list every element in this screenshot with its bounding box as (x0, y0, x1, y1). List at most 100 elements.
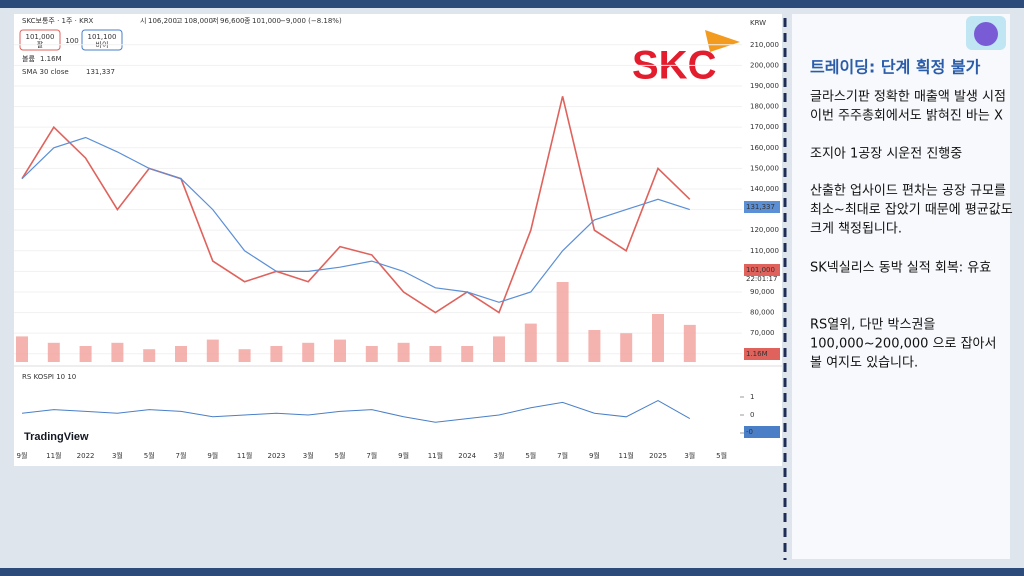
x-tick-label: 11월 (428, 451, 443, 460)
open-label: 시 (140, 17, 146, 25)
volume-bar (620, 333, 633, 362)
x-tick-label: 3월 (112, 451, 123, 460)
x-tick-label: 3월 (684, 451, 695, 460)
y-tick-label: 170,000 (750, 123, 779, 131)
sma-line (21, 136, 690, 303)
currency: KRW (750, 19, 766, 27)
volume-bar (238, 349, 251, 362)
x-tick-label: 7월 (176, 451, 187, 460)
note-line: RS열위, 다만 박스권을 (810, 318, 935, 333)
low: 96,600 (220, 17, 245, 25)
x-tick-label: 9월 (207, 451, 218, 460)
low-label: 저 (212, 16, 218, 25)
close: 101,000 (252, 17, 281, 25)
rs-tag: -0 (746, 428, 753, 436)
x-tick-label: 5월 (716, 451, 727, 460)
note-line: 글라스기판 정확한 매출액 발생 시점 (810, 90, 1006, 105)
top-border (0, 0, 1024, 8)
volume-bar (79, 346, 92, 362)
note-line: 볼 여지도 있습니다. (810, 356, 918, 371)
volume-bar (175, 346, 187, 362)
x-tick-label: 5월 (335, 451, 346, 460)
y-tick-label: 180,000 (750, 103, 779, 111)
x-tick-label: 3월 (303, 451, 314, 460)
volume-bar (461, 346, 474, 362)
volume-bar (334, 339, 346, 362)
volume-bar (429, 346, 442, 362)
chart: 210,000200,000190,000180,000170,000160,0… (14, 41, 780, 460)
y-tick-label: 90,000 (750, 288, 775, 296)
sma-value: 131,337 (86, 68, 115, 76)
volume-bar (111, 342, 124, 362)
volume-bar (270, 346, 283, 362)
volume-label: 볼륨 (22, 54, 35, 63)
buy-price: 101,100 (88, 33, 117, 41)
price-line (21, 96, 691, 314)
high-label: 고 (176, 17, 183, 25)
sma-label: SMA 30 close (22, 68, 69, 76)
spread: 100 (65, 37, 78, 45)
volume-bar (16, 336, 28, 362)
open: 106,200 (148, 17, 177, 25)
high: 108,000 (184, 17, 213, 25)
notes-panel (792, 14, 1010, 559)
x-tick-label: 2022 (77, 452, 95, 460)
symbol: SKC보통주 · 1주 · KRX (22, 17, 94, 25)
note-line: 산출한 업사이드 편차는 공장 규모를 (810, 184, 1006, 199)
sma-tag: 131,337 (746, 203, 775, 211)
x-tick-label: 5월 (525, 451, 536, 460)
y-tick-label: 120,000 (750, 226, 779, 234)
notes-title: 트레이딩: 단계 획정 불가 (810, 58, 981, 77)
x-tick-label: 11월 (237, 451, 252, 460)
y-tick-label: 110,000 (750, 247, 779, 255)
rs-label: RS KOSPI 10 10 (22, 373, 76, 381)
close-label: 종 (244, 17, 251, 25)
volume-bar (365, 346, 378, 362)
volume-value: 1.16M (40, 55, 62, 63)
x-tick-label: 5월 (144, 451, 155, 460)
change: −9,000 (−8.18%) (280, 17, 342, 25)
note-line: 100,000~200,000 으로 잡아서 (810, 337, 996, 352)
y-tick-label: 190,000 (750, 82, 779, 90)
volume-bar (652, 314, 664, 362)
volume-bar (588, 330, 601, 362)
volume-tag-box (744, 348, 780, 360)
sell-price: 101,000 (26, 33, 55, 41)
x-tick-label: 11월 (619, 451, 634, 460)
y-tick-label: 150,000 (750, 164, 779, 172)
volume-bar (683, 324, 696, 362)
x-tick-label: 2023 (267, 452, 285, 460)
time-tag: 22:01:17 (746, 275, 777, 283)
y-tick-label: 160,000 (750, 144, 779, 152)
volume-bar (302, 342, 315, 362)
rs-tag-box (744, 426, 780, 438)
price-tag: 101,000 (746, 266, 775, 274)
avatar-face (974, 22, 998, 46)
note-line: 이번 주주총회에서도 밝혀진 바는 X (810, 109, 1003, 124)
x-tick-label: 7월 (557, 451, 568, 460)
note-line: 최소~최대로 잡았기 때문에 평균값도 (810, 203, 1013, 218)
price-tag-box (744, 264, 780, 276)
sma-tag-box (744, 201, 780, 213)
volume-bar (397, 342, 410, 362)
x-tick-label: 9월 (589, 451, 600, 460)
brand: TradingView (24, 431, 89, 443)
y-tick-label: 70,000 (750, 329, 775, 337)
x-tick-label: 7월 (366, 451, 377, 460)
y-tick-label: 80,000 (750, 309, 775, 317)
chart-panel (14, 14, 782, 466)
volume-bar (556, 282, 569, 362)
volume-tag: 1.16M (746, 350, 768, 358)
x-tick-label: 11월 (46, 451, 61, 460)
volume-bar (493, 336, 505, 362)
note-line: 크게 책정됩니다. (810, 222, 902, 237)
volume-bar (47, 342, 60, 362)
bottom-border (0, 568, 1024, 576)
rs-tick-label: 1 (750, 393, 754, 401)
logo-mark (705, 30, 740, 52)
volume-bar (206, 339, 219, 362)
y-tick-label: 210,000 (750, 41, 779, 49)
